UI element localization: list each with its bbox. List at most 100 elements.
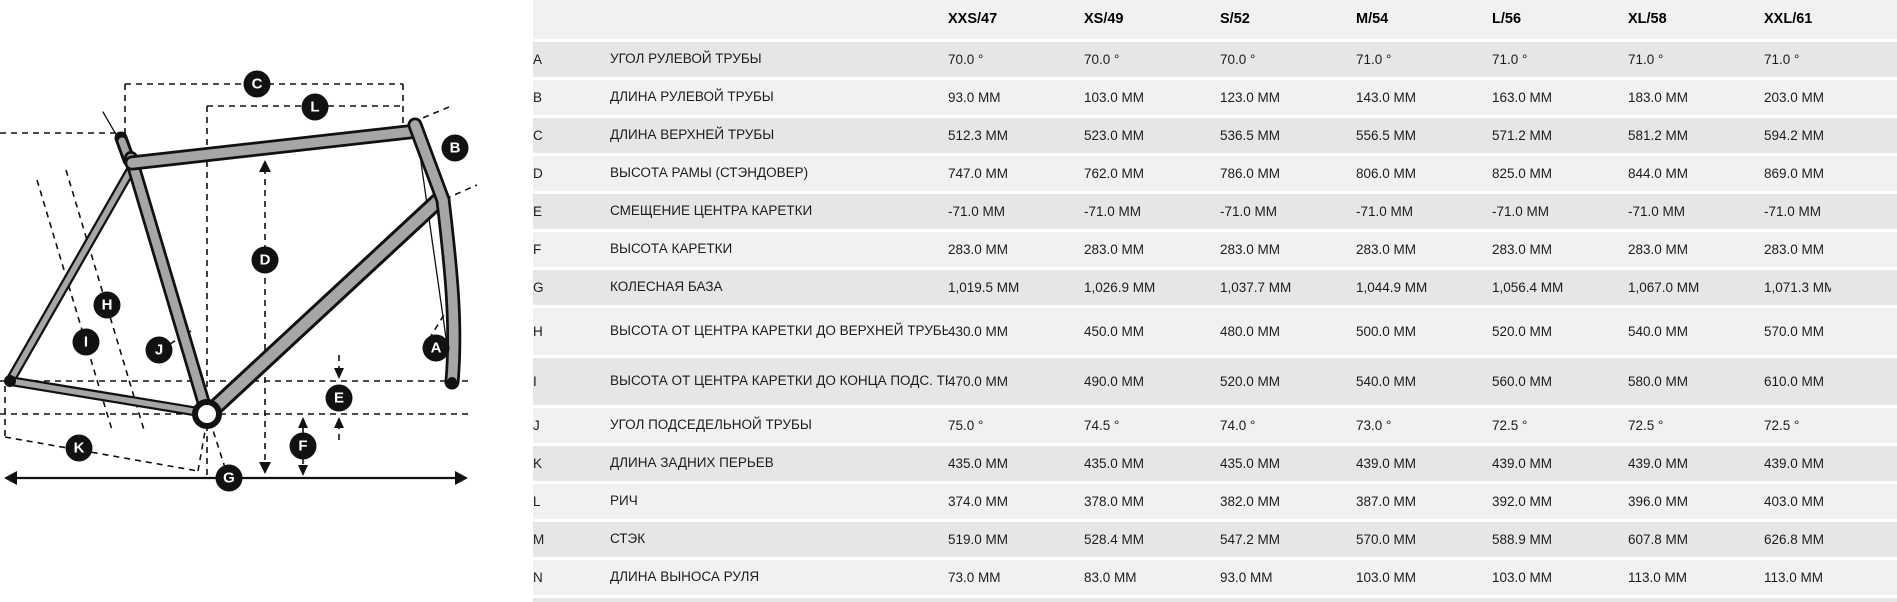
- value-cell: 439.0 MM: [1764, 455, 1825, 471]
- table-row-G: G КОЛЕСНАЯ БАЗА 1,019.5 MM 1,026.9 MM 1,037.…: [533, 268, 1897, 306]
- value-cell: 435.0 MM: [948, 455, 1009, 471]
- rear-dropout: [4, 375, 16, 387]
- value-cell: 387.0 MM: [1356, 493, 1417, 509]
- value-cell: 382.0 MM: [1220, 493, 1281, 509]
- value-cell: 74.5 °: [1084, 417, 1120, 433]
- row-label: ВЫСОТА КАРЕТКИ: [610, 240, 733, 256]
- value-cell: 123.0 MM: [1220, 89, 1281, 105]
- table-next-row-peek: [533, 597, 1897, 602]
- diagram-label-D: D: [251, 246, 279, 274]
- value-cell: 72.5 °: [1764, 417, 1800, 433]
- value-cell: 547.2 MM: [1220, 531, 1281, 547]
- row-letter: B: [533, 89, 543, 105]
- value-cell: 93.0 MM: [1220, 569, 1273, 585]
- value-cell: 70.0 °: [1220, 51, 1256, 67]
- value-cell: 1,019.5 MM: [948, 279, 1020, 295]
- value-cell: 806.0 MM: [1356, 165, 1417, 181]
- row-label: ДЛИНА ЗАДНИХ ПЕРЬЕВ: [610, 454, 774, 470]
- value-cell: -71.0 MM: [1628, 203, 1686, 219]
- value-cell: 594.2 MM: [1764, 127, 1825, 143]
- value-cell: 480.0 MM: [1220, 323, 1281, 339]
- value-cell: 70.0 °: [1084, 51, 1120, 67]
- value-cell: 72.5 °: [1628, 417, 1664, 433]
- value-cell: 610.0 MM: [1764, 373, 1825, 389]
- row-letter: N: [533, 569, 543, 585]
- value-cell: 75.0 °: [948, 417, 984, 433]
- value-cell: 103.0 MM: [1356, 569, 1417, 585]
- value-cell: 1,056.4 MM: [1492, 279, 1564, 295]
- value-cell: 1,044.9 MM: [1356, 279, 1428, 295]
- row-label: СТЭК: [610, 530, 646, 546]
- value-cell: 869.0 MM: [1764, 165, 1825, 181]
- row-letter: I: [533, 373, 537, 389]
- table-row-I: I ВЫСОТА ОТ ЦЕНТРА КАРЕТКИ ДО КОНЦА ПОДС.…: [533, 356, 1897, 406]
- size-header-XS/49: XS/49: [1084, 11, 1124, 28]
- value-cell: 113.0 MM: [1628, 569, 1688, 585]
- value-cell: 74.0 °: [1220, 417, 1256, 433]
- diagram-label-E: E: [325, 384, 353, 412]
- diagram-label-H: H: [93, 291, 121, 319]
- value-cell: 439.0 MM: [1628, 455, 1689, 471]
- value-cell: -71.0 MM: [1764, 203, 1822, 219]
- value-cell: 72.5 °: [1492, 417, 1528, 433]
- row-letter: M: [533, 531, 545, 547]
- value-cell: 93.0 MM: [948, 89, 1001, 105]
- value-cell: 470.0 MM: [948, 373, 1009, 389]
- size-header-M/54: M/54: [1356, 11, 1389, 28]
- table-row-J: J УГОЛ ПОДСЕДЕЛЬНОЙ ТРУБЫ 75.0 ° 74.5 ° 74.0…: [533, 406, 1897, 444]
- bottom-bracket: [192, 399, 222, 429]
- size-header-S/52: S/52: [1220, 11, 1250, 28]
- value-cell: 556.5 MM: [1356, 127, 1417, 143]
- value-cell: -71.0 MM: [1356, 203, 1414, 219]
- diagram-label-F: F: [289, 432, 317, 460]
- value-cell: 528.4 MM: [1084, 531, 1145, 547]
- row-letter: H: [533, 323, 543, 339]
- diagram-label-G: G: [215, 464, 243, 492]
- diagram-label-C: C: [243, 70, 271, 98]
- value-cell: 570.0 MM: [1764, 323, 1825, 339]
- value-cell: 70.0 °: [948, 51, 984, 67]
- diagram-label-K: K: [65, 434, 93, 462]
- row-letter: G: [533, 279, 544, 295]
- table-row-L: L РИЧ 374.0 MM 378.0 MM 382.0 MM 387.0 MM 392.…: [533, 482, 1897, 520]
- value-cell: 163.0 MM: [1492, 89, 1553, 105]
- size-header-L/56: L/56: [1492, 11, 1522, 28]
- row-letter: J: [533, 417, 540, 433]
- diagram-label-A: A: [422, 334, 450, 362]
- row-letter: E: [533, 203, 543, 219]
- row-label: УГОЛ ПОДСЕДЕЛЬНОЙ ТРУБЫ: [610, 416, 812, 432]
- table-row-C: C ДЛИНА ВЕРХНЕЙ ТРУБЫ 512.3 MM 523.0 MM 536.…: [533, 116, 1897, 154]
- value-cell: 536.5 MM: [1220, 127, 1281, 143]
- bike-frame-illustration: [0, 83, 478, 485]
- value-cell: 825.0 MM: [1492, 165, 1553, 181]
- front-dropout: [447, 377, 457, 387]
- row-letter: C: [533, 127, 543, 143]
- size-header-row: XXS/47 XS/49 S/52 M/54 L/56 XL/58 XXL/61: [533, 0, 1897, 40]
- row-label: УГОЛ РУЛЕВОЙ ТРУБЫ: [610, 50, 762, 66]
- value-cell: 283.0 MM: [1492, 241, 1553, 257]
- value-cell: 71.0 °: [1492, 51, 1528, 67]
- value-cell: 73.0 MM: [948, 569, 1001, 585]
- row-letter: A: [533, 51, 543, 67]
- geometry-spec-table: XXS/47 XS/49 S/52 M/54 L/56 XL/58 XXL/61 A УГОЛ…: [533, 0, 1897, 598]
- row-letter: F: [533, 241, 542, 257]
- diagram-label-L: L: [301, 93, 329, 121]
- value-cell: 747.0 MM: [948, 165, 1009, 181]
- value-cell: 439.0 MM: [1356, 455, 1417, 471]
- header-spacer: [533, 0, 610, 40]
- row-label: РИЧ: [610, 492, 638, 508]
- diagram-label-B: B: [441, 134, 469, 162]
- value-cell: 786.0 MM: [1220, 165, 1281, 181]
- row-letter: D: [533, 165, 543, 181]
- value-cell: 1,026.9 MM: [1084, 279, 1156, 295]
- table-row-N: N ДЛИНА ВЫНОСА РУЛЯ 73.0 MM 83.0 MM 93.0 MM 1…: [533, 558, 1897, 596]
- value-cell: 103.0 MM: [1084, 89, 1145, 105]
- value-cell: 439.0 MM: [1492, 455, 1553, 471]
- value-cell: 435.0 MM: [1220, 455, 1281, 471]
- value-cell: 540.0 MM: [1356, 373, 1417, 389]
- row-letter: L: [533, 493, 541, 509]
- value-cell: 396.0 MM: [1628, 493, 1689, 509]
- value-cell: 430.0 MM: [948, 323, 1009, 339]
- size-header-XL/58: XL/58: [1628, 11, 1667, 28]
